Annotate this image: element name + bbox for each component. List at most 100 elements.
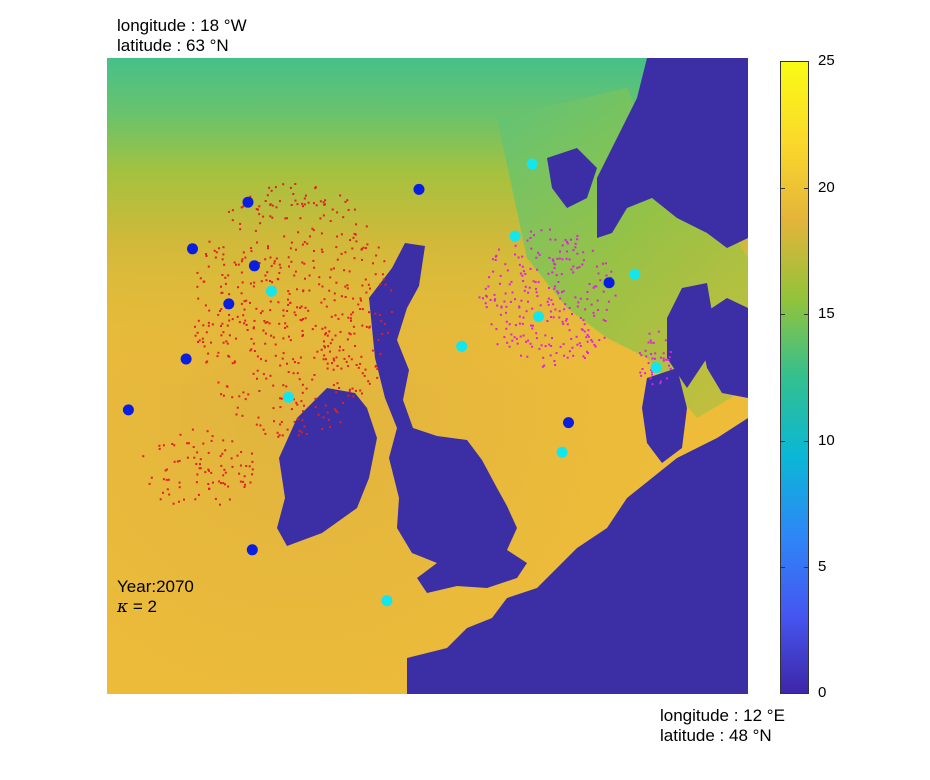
stipple-dot bbox=[221, 291, 224, 294]
stipple-dot bbox=[553, 262, 556, 265]
stipple-dot bbox=[336, 411, 339, 414]
stipple-dot bbox=[346, 338, 349, 341]
stipple-dot bbox=[192, 446, 195, 448]
stipple-dot bbox=[282, 309, 285, 312]
stipple-dot bbox=[514, 298, 516, 301]
stipple-dot bbox=[305, 387, 308, 390]
stipple-dot bbox=[651, 383, 654, 386]
stipple-dot bbox=[158, 444, 161, 447]
stipple-dot bbox=[240, 302, 243, 305]
stipple-dot bbox=[311, 227, 314, 230]
colorbar-tick-label: 15 bbox=[818, 305, 835, 323]
stipple-dot bbox=[243, 322, 246, 325]
site-marker-blue bbox=[180, 353, 192, 365]
stipple-dot bbox=[217, 381, 220, 384]
stipple-dot bbox=[384, 283, 387, 286]
stipple-dot bbox=[493, 299, 496, 302]
stipple-dot bbox=[331, 208, 334, 211]
stipple-dot bbox=[255, 423, 258, 426]
stipple-red bbox=[142, 183, 393, 506]
stipple-dot bbox=[278, 263, 281, 266]
stipple-dot bbox=[322, 416, 325, 419]
stipple-dot bbox=[597, 309, 600, 311]
stipple-dot bbox=[368, 311, 370, 314]
map-panel[interactable] bbox=[107, 58, 748, 694]
stipple-dot bbox=[172, 502, 175, 505]
stipple-dot bbox=[269, 374, 272, 377]
stipple-dot bbox=[255, 307, 258, 310]
stipple-dot bbox=[333, 299, 336, 302]
stipple-dot bbox=[348, 390, 351, 393]
stipple-dot bbox=[207, 468, 210, 471]
stipple-dot bbox=[535, 337, 538, 340]
stipple-dot bbox=[326, 334, 329, 337]
stipple-dot bbox=[559, 297, 562, 300]
stipple-dot bbox=[240, 260, 243, 263]
stipple-dot bbox=[524, 285, 527, 288]
stipple-dot bbox=[383, 322, 386, 325]
stipple-dot bbox=[280, 397, 283, 400]
stipple-dot bbox=[668, 356, 671, 359]
stipple-dot bbox=[355, 223, 358, 226]
stipple-dot bbox=[529, 267, 532, 270]
stipple-dot bbox=[547, 303, 550, 306]
stipple-dot bbox=[482, 297, 484, 300]
stipple-dot bbox=[248, 465, 251, 468]
stipple-dot bbox=[202, 280, 205, 283]
site-marker-cyan bbox=[556, 446, 568, 458]
stipple-dot bbox=[228, 319, 231, 322]
stipple-dot bbox=[380, 320, 383, 323]
stipple-dot bbox=[659, 356, 662, 359]
stipple-dot bbox=[335, 281, 338, 284]
stipple-dot bbox=[275, 257, 278, 260]
stipple-dot bbox=[168, 493, 171, 496]
stipple-dot bbox=[581, 263, 584, 266]
stipple-dot bbox=[563, 308, 566, 311]
stipple-dot bbox=[654, 352, 657, 355]
stipple-dot bbox=[575, 335, 578, 338]
stipple-dot bbox=[314, 406, 317, 409]
stipple-dot bbox=[237, 263, 240, 266]
stipple-dot bbox=[568, 329, 571, 332]
stipple-dot bbox=[510, 333, 513, 336]
stipple-dot bbox=[324, 326, 327, 329]
stipple-dot bbox=[303, 203, 306, 206]
stipple-dot bbox=[381, 332, 384, 335]
stipple-dot bbox=[252, 342, 255, 345]
stipple-dot bbox=[329, 350, 331, 353]
baltic-islands bbox=[697, 298, 748, 398]
stipple-dot bbox=[572, 265, 575, 268]
stipple-dot bbox=[222, 474, 225, 477]
stipple-dot bbox=[239, 464, 242, 467]
stipple-dot bbox=[542, 356, 545, 359]
stipple-dot bbox=[196, 285, 199, 288]
stipple-dot bbox=[326, 362, 329, 365]
site-marker-cyan bbox=[509, 230, 521, 242]
stipple-dot bbox=[591, 249, 594, 252]
stipple-dot bbox=[297, 362, 300, 364]
top-left-coordinates: longitude : 18 °W latitude : 63 °N bbox=[117, 16, 247, 56]
stipple-dot bbox=[288, 335, 290, 338]
bottom-right-longitude: longitude : 12 °E bbox=[660, 706, 785, 725]
stipple-dot bbox=[360, 355, 363, 358]
stipple-dot bbox=[535, 291, 538, 294]
stipple-dot bbox=[201, 337, 204, 340]
stipple-dot bbox=[314, 186, 317, 189]
stipple-dot bbox=[299, 318, 302, 321]
stipple-dot bbox=[214, 256, 217, 259]
stipple-dot bbox=[340, 233, 343, 236]
stipple-dot bbox=[199, 458, 202, 461]
stipple-dot bbox=[270, 334, 273, 337]
stipple-dot bbox=[565, 318, 568, 320]
stipple-dot bbox=[550, 299, 553, 302]
stipple-dot bbox=[166, 488, 169, 491]
stipple-dot bbox=[320, 248, 323, 251]
stipple-dot bbox=[207, 352, 210, 355]
stipple-dot bbox=[304, 194, 307, 197]
stipple-dot bbox=[533, 234, 535, 237]
stipple-dot bbox=[167, 478, 170, 481]
stipple-dot bbox=[348, 332, 351, 335]
stipple-dot bbox=[212, 481, 214, 484]
stipple-dot bbox=[535, 287, 537, 290]
stipple-dot bbox=[198, 339, 201, 342]
